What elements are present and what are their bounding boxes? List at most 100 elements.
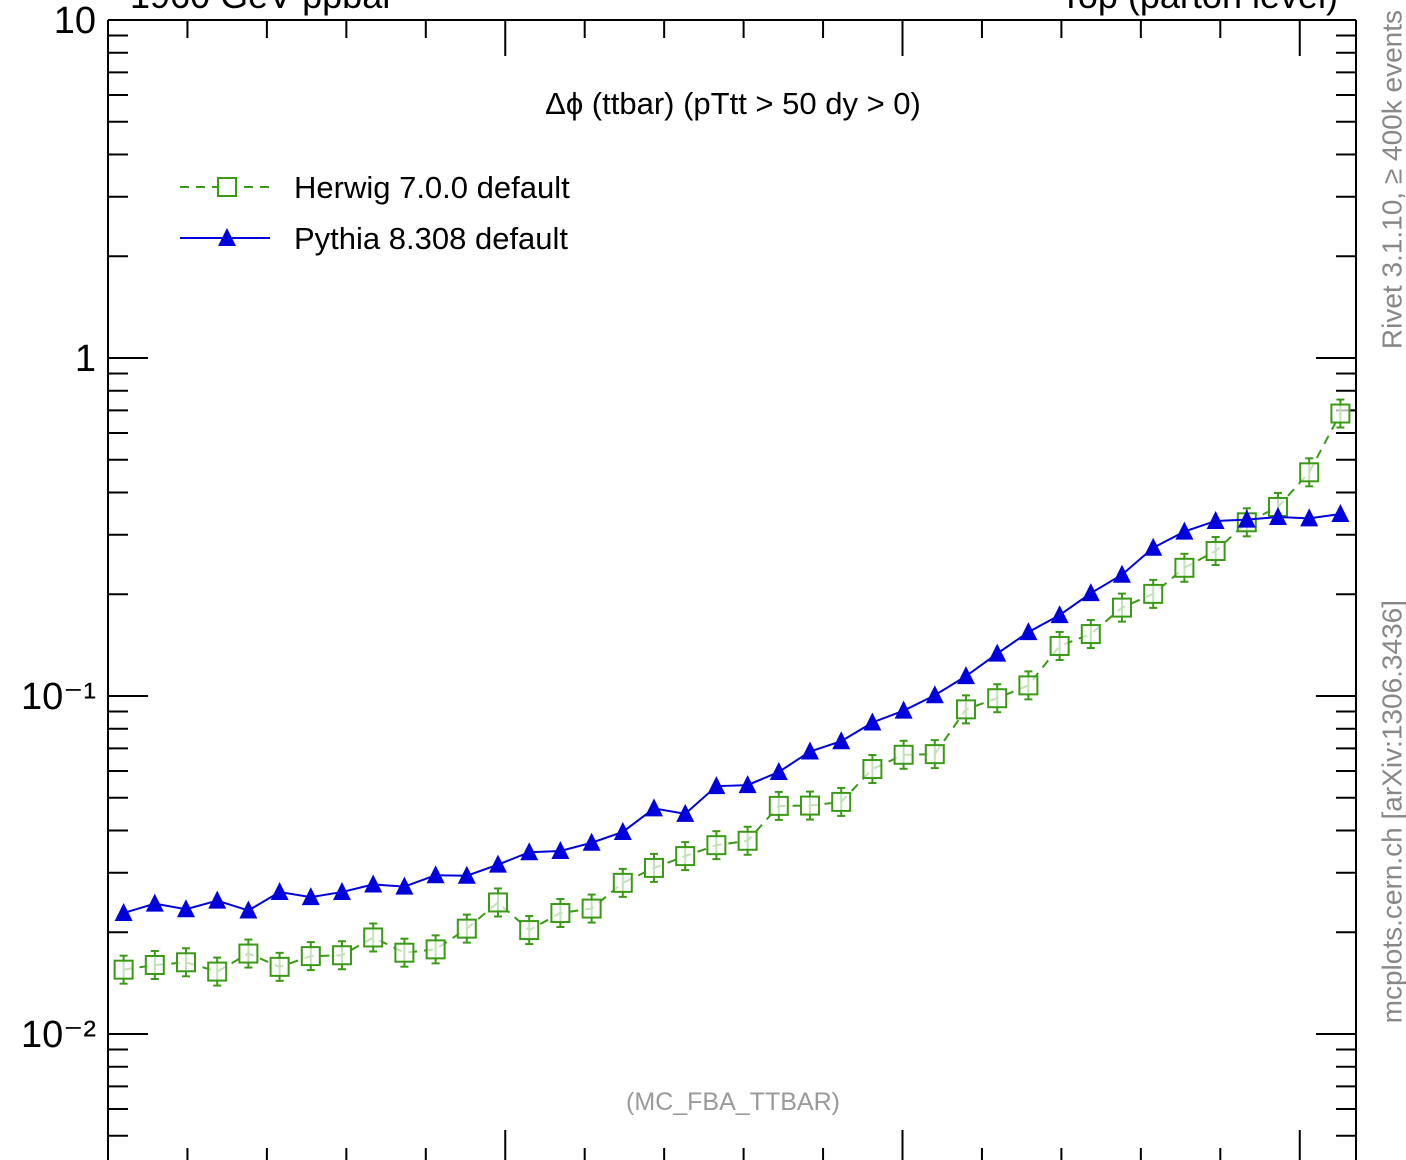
pythia-point [114,903,133,922]
pythia-point [1144,537,1163,556]
herwig-point [643,852,664,883]
side-text-top: Rivet 3.1.10, ≥ 400k events [1376,10,1406,349]
pythia-point [1019,622,1038,641]
legend-herwig-marker [180,177,270,197]
header-left: 1960 GeV ppbar [130,0,394,16]
herwig-point [862,754,883,785]
pythia-point [332,882,351,901]
pythia-point [832,731,851,750]
pythia-point [1206,510,1225,529]
pythia-point [800,741,819,760]
herwig-point [1174,552,1195,583]
herwig-point [893,739,914,770]
pythia-point [426,865,445,884]
pythia-point [457,865,476,884]
pythia-point [582,832,601,851]
y-tick-labels: 10 1 10⁻¹ 10⁻² [21,0,96,1056]
pythia-point [551,840,570,859]
y-tick-label: 1 [75,338,96,380]
watermark: (MC_FBA_TTBAR) [626,1088,840,1116]
herwig-point [331,940,352,971]
pythia-point [769,761,788,780]
herwig-point [1299,457,1320,488]
y-tick-label: 10 [54,0,96,42]
pythia-point [176,899,195,918]
pythia-point [1300,508,1319,527]
herwig-point [1330,398,1351,429]
y-tick-label: 10⁻² [21,1014,96,1056]
herwig-point [487,887,508,918]
pythia-point [395,876,414,895]
pythia-point [145,893,164,912]
pythia-point [925,685,944,704]
pythia-point [488,854,507,873]
legend: Herwig 7.0.0 default Pythia 8.308 defaul… [180,170,570,256]
legend-herwig-label: Herwig 7.0.0 default [294,170,570,205]
pythia-point [208,890,227,909]
herwig-point [987,683,1008,714]
herwig-point [269,951,290,982]
pythia-point [364,874,383,893]
header-right: Top (parton level) [1060,0,1338,16]
herwig-point [519,915,540,946]
pythia-point [1268,507,1287,526]
pythia-point [707,776,726,795]
pythia-point [894,700,913,719]
herwig-point [1049,630,1070,661]
pythia-point [738,775,757,794]
pythia-point [1081,583,1100,602]
herwig-point [1111,592,1132,623]
pythia-point [1331,504,1350,523]
herwig-point [1080,619,1101,650]
herwig-point [1143,578,1164,609]
pythia-line [123,513,1341,914]
herwig-point [456,913,477,944]
herwig-point [831,786,852,817]
herwig-point [581,893,602,924]
pythia-point [1175,521,1194,540]
herwig-point [612,867,633,898]
herwig-point [924,739,945,770]
pythia-point [644,798,663,817]
herwig-point [1018,670,1039,701]
axis-ticks [107,19,1356,1160]
chart-title: Δϕ (ttbar) (pTtt > 50 dy > 0) [545,86,921,121]
herwig-point [394,937,415,968]
pythia-point [1050,605,1069,624]
herwig-point [799,790,820,821]
pythia-point [863,712,882,731]
herwig-point [675,841,696,872]
herwig-point [1267,491,1288,522]
pythia-point [239,900,258,919]
legend-pythia-marker [180,228,270,246]
pythia-point [270,882,289,901]
herwig-point [363,922,384,953]
herwig-point [207,956,228,987]
pythia-point [676,803,695,822]
pythia-point [956,666,975,685]
pythia-point [1237,509,1256,528]
series-layer [113,398,1351,987]
y-tick-label: 10⁻¹ [21,676,96,718]
herwig-point [737,825,758,856]
herwig-point [706,830,727,861]
herwig-point [300,941,321,972]
herwig-point [144,950,165,981]
herwig-point [955,694,976,725]
herwig-point [768,790,789,821]
pythia-point [520,842,539,861]
herwig-point [175,947,196,978]
legend-pythia-label: Pythia 8.308 default [294,221,568,256]
pythia-point [301,887,320,906]
herwig-point [425,934,446,965]
pythia-point [988,643,1007,662]
herwig-line [123,413,1342,973]
herwig-point [1205,536,1226,567]
side-text-bottom: mcplots.cern.ch [arXiv:1306.3436] [1376,600,1406,1023]
herwig-point [550,898,571,929]
herwig-point [238,938,259,969]
pythia-point [613,821,632,840]
pythia-point [1112,564,1131,583]
plot-frame [107,19,1357,1160]
